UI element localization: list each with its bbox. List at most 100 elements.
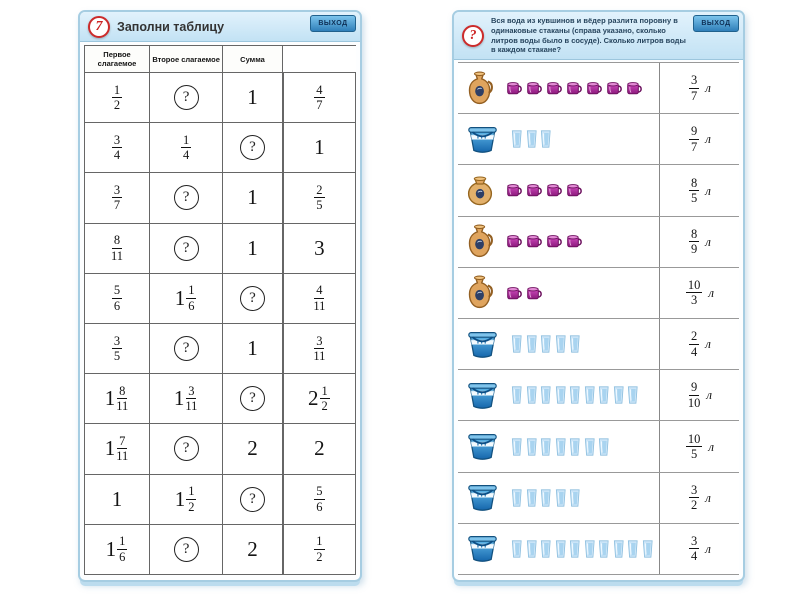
mug-icon	[566, 234, 583, 249]
glass-icon	[598, 386, 610, 404]
glass-icon	[569, 489, 581, 507]
question-mark-circle: ?	[462, 24, 484, 47]
fraction-value: 1 8 11	[104, 383, 129, 414]
sum-cell: ?	[223, 273, 283, 324]
answer-slot[interactable]: ?	[173, 436, 199, 462]
glass-icon	[598, 438, 610, 456]
answer-option-cell[interactable]: 4 11	[282, 273, 356, 324]
liters-unit: л	[705, 336, 711, 352]
answer-option-cell[interactable]: 1	[282, 123, 356, 174]
amount-cell: 10 5 л	[659, 421, 739, 472]
glass-icon	[511, 335, 523, 353]
answer-option-cell[interactable]: 3	[282, 223, 356, 274]
jug-icon	[466, 224, 494, 259]
vessel-and-cups	[458, 319, 659, 369]
glass-icon	[584, 540, 596, 558]
jug-icon	[466, 224, 494, 259]
answer-slot[interactable]: ?	[173, 185, 199, 211]
answer-slot[interactable]: ?	[239, 486, 265, 512]
second-addend-cell: ?	[150, 424, 224, 475]
answer-slot[interactable]: ?	[173, 336, 199, 362]
liters-unit: л	[705, 233, 711, 249]
answer-slot[interactable]: ?	[239, 135, 265, 161]
glass-icon	[569, 438, 581, 456]
glass-icon	[540, 540, 552, 558]
glass-icon	[569, 540, 581, 558]
answer-slot[interactable]: ?	[173, 85, 199, 111]
mug-icon	[526, 183, 543, 198]
answer-option-cell[interactable]: 3 11	[282, 324, 356, 375]
second-addend-cell: ?	[150, 173, 224, 224]
second-addend-cell: 1 3 11	[150, 374, 224, 425]
fraction-value: 2	[247, 436, 258, 461]
glass-icon	[540, 386, 552, 404]
second-addend-cell: ?	[150, 324, 224, 375]
glass-icon	[642, 540, 654, 558]
column-header-sum: Сумма	[223, 46, 283, 73]
fraction-value: 4 11	[313, 283, 326, 313]
sum-cell: 2	[223, 524, 283, 575]
fraction-value: 3	[314, 235, 325, 260]
sum-cell: 1	[223, 223, 283, 274]
amount-cell: 10 3 л	[659, 267, 739, 319]
glass-icon	[540, 335, 552, 353]
glass-icon	[613, 540, 625, 558]
jug-icon	[466, 275, 494, 310]
mug-icon	[546, 81, 563, 96]
fraction-value: 1	[247, 85, 258, 110]
liters-unit: л	[705, 540, 711, 556]
column-header-first-addend: Первое слагаемое	[85, 46, 151, 73]
vessel-and-cups	[458, 370, 659, 420]
answer-slot[interactable]: ?	[173, 235, 199, 261]
options-column-spacer	[282, 46, 356, 73]
sum-cell: 2	[223, 424, 283, 475]
answer-slot[interactable]: ?	[173, 536, 199, 562]
left-exit-button[interactable]: ВЫХОД	[310, 15, 356, 32]
answer-option-cell[interactable]: 2	[282, 424, 356, 475]
vessel-and-cups	[458, 63, 659, 113]
answer-slot[interactable]: ?	[239, 285, 265, 311]
left-task-title: Заполни таблицу	[117, 19, 225, 34]
first-addend-cell: 8 11	[85, 223, 151, 274]
fraction-value: 8 11	[110, 233, 124, 263]
mug-icon	[506, 183, 523, 198]
vessel-and-cups	[458, 421, 659, 471]
answer-slot[interactable]: ?	[239, 386, 265, 412]
liters-unit: л	[705, 182, 711, 198]
vessel-and-cups	[458, 268, 659, 318]
right-exit-button[interactable]: ВЫХОД	[693, 15, 739, 32]
mug-icon	[526, 286, 543, 301]
bucket-icon	[466, 380, 499, 411]
liters-unit: л	[706, 387, 713, 403]
glass-icon	[526, 130, 538, 148]
glass-icon	[555, 438, 567, 456]
fraction-value: 10 5	[685, 431, 703, 462]
